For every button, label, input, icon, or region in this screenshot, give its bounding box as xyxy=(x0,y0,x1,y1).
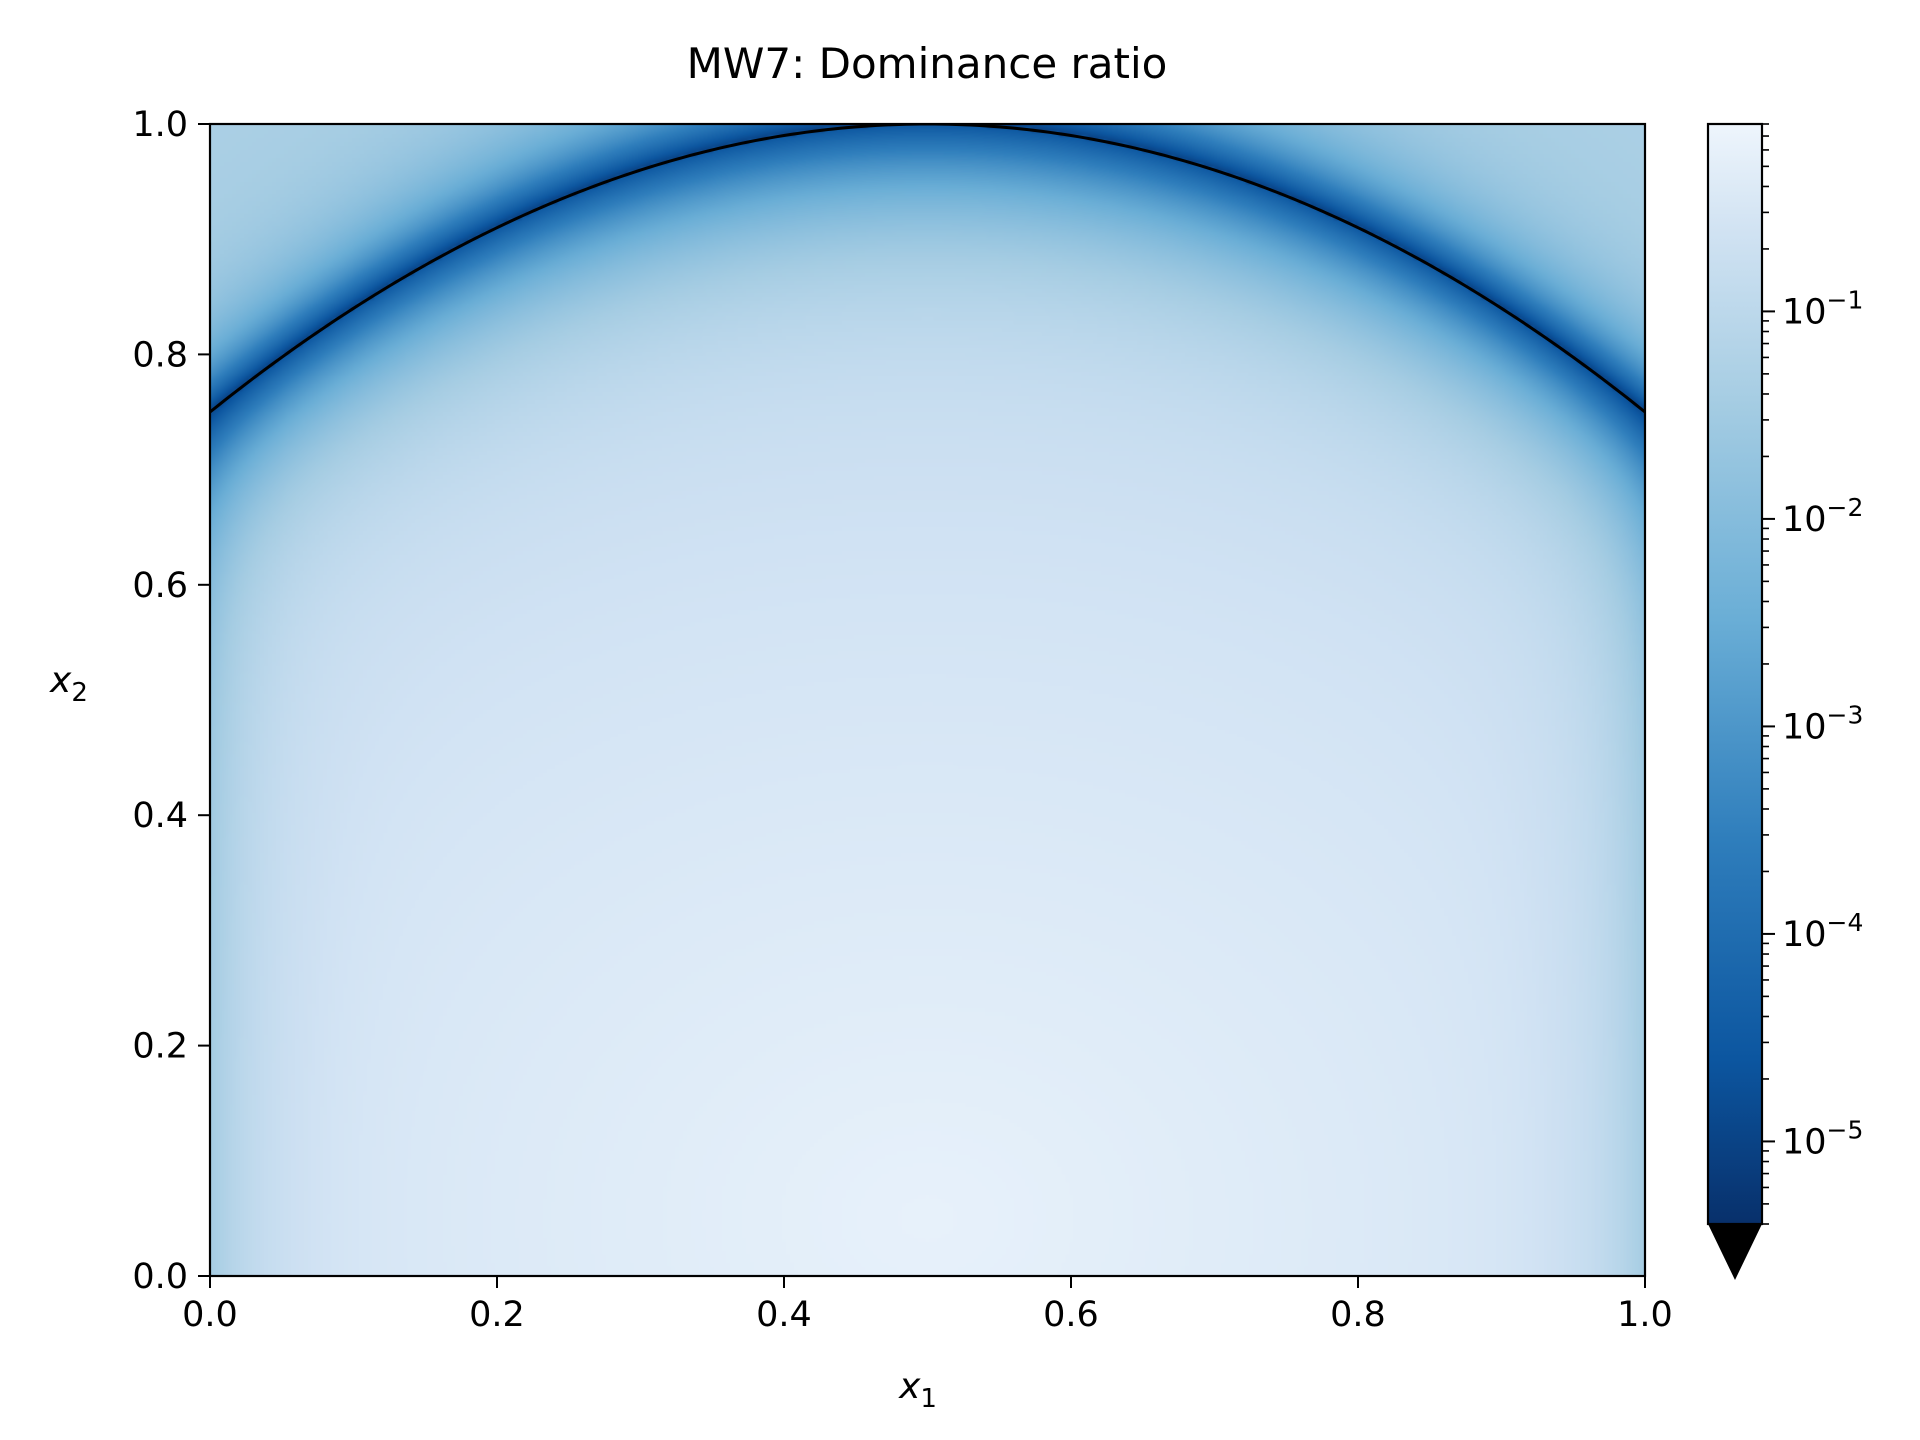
x-axis-label: x1 xyxy=(898,1366,937,1414)
colorbar-extend-triangle xyxy=(1708,1224,1762,1280)
heatmap-image xyxy=(210,124,1645,1276)
colorbar-gradient xyxy=(1708,124,1762,1224)
x-axis-ticks: 0.0 0.2 0.4 0.6 0.8 1.0 xyxy=(182,1276,1673,1335)
y-axis-ticks: 0.0 0.2 0.4 0.6 0.8 1.0 xyxy=(132,105,210,1297)
y-tick-label: 0.8 xyxy=(132,335,188,375)
y-tick-label: 1.0 xyxy=(132,105,188,145)
y-tick-label: 0.2 xyxy=(132,1027,188,1067)
chart-title: MW7: Dominance ratio xyxy=(687,39,1168,88)
colorbar-tick-label: 10−4 xyxy=(1782,908,1863,955)
heatmap-area xyxy=(210,124,1645,1276)
boundary-curve xyxy=(210,124,1645,414)
x-tick-label: 0.2 xyxy=(469,1295,525,1335)
y-tick-label: 0.0 xyxy=(132,1257,188,1297)
colorbar: 10−1 10−2 10−3 10−4 10−5 xyxy=(1706,122,1863,1280)
x-tick-label: 1.0 xyxy=(1617,1295,1673,1335)
y-axis-label: x2 xyxy=(49,660,88,708)
plot-frame xyxy=(208,122,1647,1278)
x-tick-label: 0.4 xyxy=(756,1295,812,1335)
x-tick-label: 0.0 xyxy=(182,1295,238,1335)
colorbar-tick-label: 10−2 xyxy=(1782,493,1863,540)
colorbar-tick-label: 10−1 xyxy=(1782,285,1863,332)
x-tick-label: 0.6 xyxy=(1043,1295,1099,1335)
colorbar-tick-label: 10−3 xyxy=(1782,700,1863,747)
y-tick-label: 0.4 xyxy=(132,796,188,836)
x-tick-label: 0.8 xyxy=(1330,1295,1386,1335)
colorbar-minor-ticks xyxy=(1762,123,1769,1225)
y-tick-label: 0.6 xyxy=(132,566,188,606)
colorbar-ticks: 10−1 10−2 10−3 10−4 10−5 xyxy=(1762,285,1863,1162)
colorbar-tick-label: 10−5 xyxy=(1782,1115,1863,1162)
colorbar-frame xyxy=(1706,122,1764,1226)
